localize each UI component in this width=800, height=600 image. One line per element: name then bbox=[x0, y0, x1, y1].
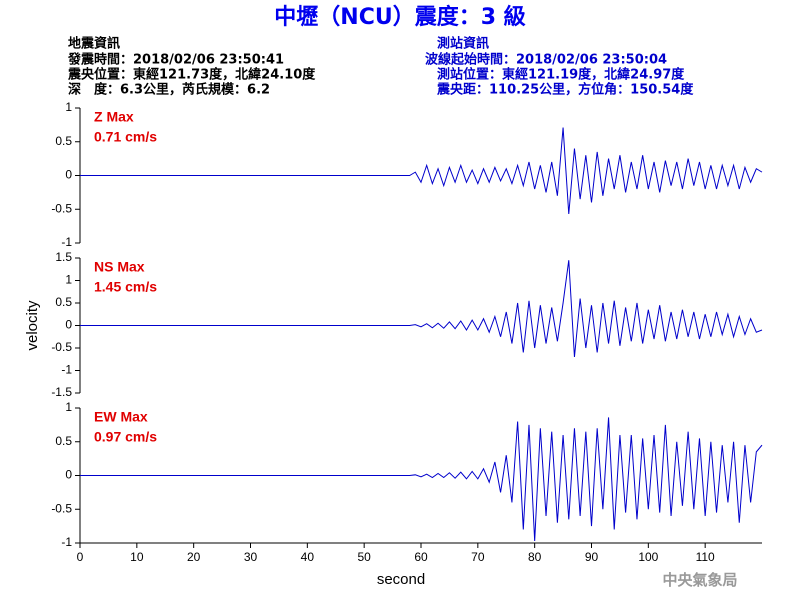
info-line: 波線起始時間：2018/02/06 23:50:04 bbox=[425, 52, 667, 68]
x-tick-label: 80 bbox=[528, 550, 542, 564]
x-tick-label: 90 bbox=[585, 550, 599, 564]
y-tick-label: -1 bbox=[61, 235, 72, 249]
y-tick-label: 0 bbox=[65, 168, 72, 182]
x-tick-label: 40 bbox=[301, 550, 315, 564]
info-line: 測站資訊 bbox=[437, 36, 489, 52]
footer: 中央氣象局 bbox=[662, 571, 737, 589]
info-line: 深 度：6.3公里，芮氏規模：6.2 bbox=[68, 82, 270, 98]
info-line: 震央距：110.25公里，方位角：150.54度 bbox=[436, 82, 694, 98]
waveform bbox=[80, 260, 763, 358]
x-tick-label: 50 bbox=[357, 550, 371, 564]
annotation: 1.45 cm/s bbox=[94, 279, 157, 295]
y-tick-label: 0.5 bbox=[55, 134, 72, 148]
info-line: 測站位置：東經121.19度，北緯24.97度 bbox=[437, 67, 685, 83]
y-tick-label: 1 bbox=[65, 100, 72, 114]
x-tick-label: 110 bbox=[696, 550, 715, 564]
info-line: 震央位置：東經121.73度，北緯24.10度 bbox=[67, 67, 316, 83]
y-tick-label: -1 bbox=[61, 535, 72, 549]
info-line: 發震時間：2018/02/06 23:50:41 bbox=[67, 52, 284, 68]
x-axis-label: second bbox=[377, 571, 425, 588]
y-tick-label: 0 bbox=[65, 318, 72, 332]
annotation: 0.71 cm/s bbox=[94, 129, 157, 145]
annotation: EW Max bbox=[94, 409, 148, 425]
y-tick-label: -0.5 bbox=[51, 501, 72, 515]
y-tick-label: -1 bbox=[61, 363, 72, 377]
annotation: Z Max bbox=[94, 109, 134, 125]
x-tick-label: 60 bbox=[414, 550, 428, 564]
x-tick-label: 70 bbox=[471, 550, 485, 564]
annotation: NS Max bbox=[94, 259, 145, 275]
y-tick-label: 1.5 bbox=[55, 250, 72, 264]
x-tick-label: 100 bbox=[638, 550, 658, 564]
x-tick-label: 10 bbox=[130, 550, 144, 564]
y-tick-label: -1.5 bbox=[51, 385, 72, 399]
y-tick-label: -0.5 bbox=[51, 201, 72, 215]
waveform bbox=[80, 127, 763, 215]
x-tick-label: 30 bbox=[244, 550, 258, 564]
x-tick-label: 20 bbox=[187, 550, 201, 564]
y-tick-label: 1 bbox=[65, 273, 72, 287]
y-tick-label: 0 bbox=[65, 468, 72, 482]
annotation: 0.97 cm/s bbox=[94, 429, 157, 445]
y-tick-label: 0.5 bbox=[55, 434, 72, 448]
y-axis-label: velocity bbox=[24, 300, 41, 351]
y-tick-label: -0.5 bbox=[51, 340, 72, 354]
info-line: 地震資訊 bbox=[68, 36, 120, 52]
y-tick-label: 0.5 bbox=[55, 295, 72, 309]
waveform bbox=[80, 417, 763, 542]
chart-title: 中壢（NCU）震度：3 級 bbox=[274, 4, 525, 30]
x-tick-label: 0 bbox=[77, 550, 84, 564]
y-tick-label: 1 bbox=[65, 400, 72, 414]
